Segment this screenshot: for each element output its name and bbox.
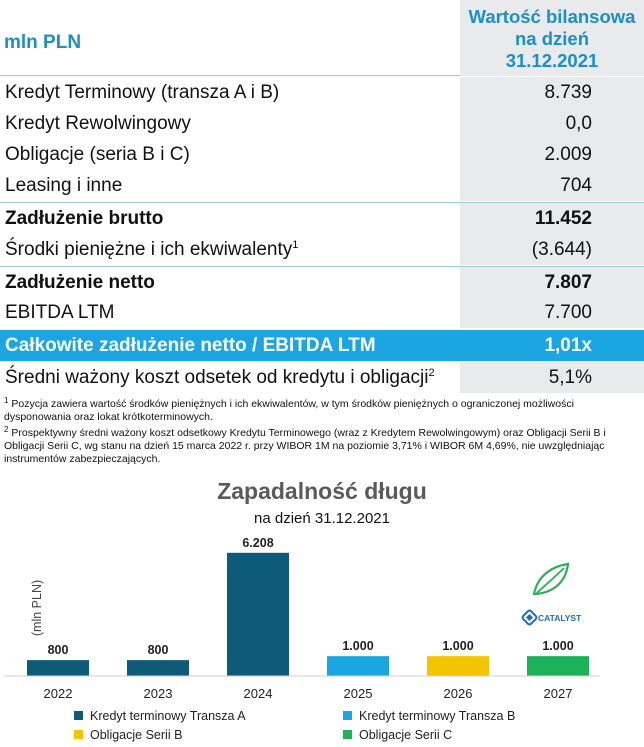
row-label: Środki pieniężne i ich ekwiwalenty1 — [5, 239, 298, 261]
row-label: EBITDA LTM — [5, 302, 115, 323]
bar-2025 — [327, 656, 389, 676]
x-tick-2023: 2023 — [144, 686, 173, 701]
table-row: Leasing i inne 704 — [0, 170, 644, 201]
value-header-line: na dzień — [514, 28, 589, 49]
value-header-line: Wartość bilansowa — [468, 6, 636, 27]
row-label: Całkowite zadłużenie netto / EBITDA LTM — [5, 335, 376, 356]
data-label-2025: 1.000 — [342, 639, 373, 653]
row-label: Średni ważony koszt odsetek od kredytu i… — [5, 367, 435, 389]
data-label-2027: 1.000 — [542, 639, 573, 653]
legend-item: Obligacje Serii B — [74, 728, 182, 742]
row-value: 0,0 — [565, 113, 592, 134]
footnote-mark: 1 — [4, 396, 9, 405]
value-column-header: Wartość bilansowa na dzień 31.12.2021 — [460, 0, 644, 76]
footnote: 1 Pozycja zawiera wartość środków pienię… — [4, 396, 640, 424]
legend-item: Kredyt terminowy Transza B — [343, 709, 515, 723]
row-label: Kredyt Terminowy (transza A i B) — [5, 82, 280, 103]
x-tick-2027: 2027 — [544, 686, 573, 701]
row-label: Leasing i inne — [5, 175, 123, 196]
bar-2023 — [127, 660, 189, 676]
footnote-text: Prospektywny średni ważony koszt odsetko… — [4, 427, 606, 465]
row-value: (3.644) — [531, 239, 592, 260]
legend-item: Obligacje Serii C — [343, 728, 452, 742]
row-value: 11.452 — [534, 208, 592, 229]
legend-label: Obligacje Serii C — [359, 728, 453, 742]
row-value: 7.700 — [544, 302, 592, 323]
maturity-bar-chart: (mln PLN) 800 2022 800 2023 6.208 2024 1.000 20… — [4, 536, 600, 701]
bar-2022 — [27, 660, 89, 676]
chart-subtitle: na dzień 31.12.2021 — [254, 510, 390, 527]
row-value: 2.009 — [544, 144, 592, 165]
table-row-highlight: Całkowite zadłużenie netto / EBITDA LTM … — [0, 330, 644, 361]
table-row: Środki pieniężne i ich ekwiwalenty1 (3.6… — [0, 234, 644, 265]
debt-table: mln PLN Wartość bilansowa na dzień 31.12… — [0, 0, 644, 393]
row-label: Obligacje (seria B i C) — [5, 144, 190, 165]
footnote: 2 Prospektywny średni ważony koszt odset… — [4, 425, 640, 466]
legend-label: Kredyt terminowy Transza B — [359, 709, 516, 723]
value-header-line: 31.12.2021 — [505, 50, 599, 71]
table-row-total: Zadłużenie netto 7.807 — [0, 266, 644, 298]
table-row: Kredyt Rewolwingowy 0,0 — [0, 108, 644, 139]
table-header: mln PLN Wartość bilansowa na dzień 31.12… — [0, 0, 644, 76]
footnote-text: Pozycja zawiera wartość środków pieniężn… — [4, 398, 574, 423]
footnotes: 1 Pozycja zawiera wartość środków pienię… — [4, 396, 640, 469]
x-tick-2022: 2022 — [44, 686, 73, 701]
row-label: Kredyt Rewolwingowy — [5, 113, 191, 134]
table-row: Średni ważony koszt odsetek od kredytu i… — [0, 362, 644, 393]
bar-2024 — [227, 552, 289, 676]
row-value: 1,01x — [544, 335, 592, 356]
bar-2026 — [427, 656, 489, 676]
row-value: 8.739 — [544, 82, 592, 103]
row-value: 704 — [560, 175, 592, 196]
leaf-icon — [532, 562, 570, 596]
data-label-2022: 800 — [48, 643, 69, 657]
chart-title: Zapadalność długu — [217, 478, 427, 504]
legend-item: Kredyt terminowy Transza A — [74, 709, 246, 723]
legend-label: Obligacje Serii B — [90, 728, 183, 742]
legend-label: Kredyt terminowy Transza A — [90, 709, 246, 723]
table-row: Obligacje (seria B i C) 2.009 — [0, 139, 644, 170]
row-label: Zadłużenie brutto — [5, 208, 164, 229]
table-row: EBITDA LTM 7.700 — [0, 297, 644, 328]
table-row: Kredyt Terminowy (transza A i B) 8.739 — [0, 77, 644, 108]
data-label-2023: 800 — [148, 643, 169, 657]
x-tick-2026: 2026 — [444, 686, 473, 701]
catalyst-mark-icon — [521, 609, 538, 626]
row-value: 7.807 — [544, 272, 592, 293]
catalyst-logo: CATALYST — [521, 562, 582, 626]
footnote-mark: 2 — [428, 367, 435, 379]
unit-label: mln PLN — [4, 32, 82, 53]
row-label: Zadłużenie netto — [5, 272, 155, 293]
legend-swatch — [74, 711, 83, 720]
x-tick-2024: 2024 — [244, 686, 273, 701]
row-label-text: Średni ważony koszt odsetek od kredytu i… — [5, 367, 429, 388]
x-tick-2025: 2025 — [344, 686, 373, 701]
footnote-mark: 2 — [4, 425, 9, 434]
logo-text: CATALYST — [538, 613, 582, 623]
bar-2027 — [527, 656, 589, 676]
row-value: 5,1% — [548, 367, 592, 388]
data-label-2026: 1.000 — [442, 639, 473, 653]
legend-swatch — [343, 711, 352, 720]
row-label-text: Środki pieniężne i ich ekwiwalenty — [5, 239, 293, 260]
table-row-total: Zadłużenie brutto 11.452 — [0, 202, 644, 234]
legend-swatch — [343, 730, 352, 739]
legend-swatch — [74, 730, 83, 739]
y-axis-label: (mln PLN) — [30, 580, 44, 636]
footnote-mark: 1 — [292, 239, 299, 251]
data-label-2024: 6.208 — [242, 536, 273, 550]
